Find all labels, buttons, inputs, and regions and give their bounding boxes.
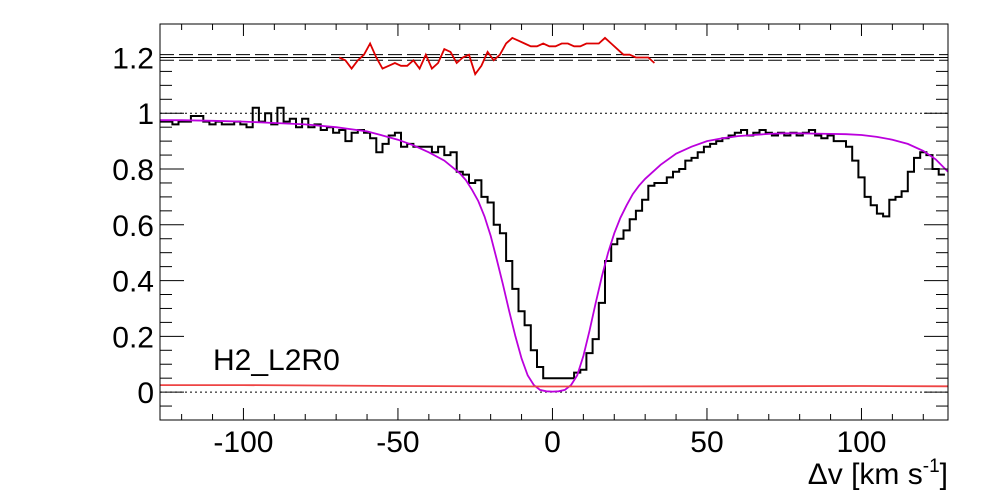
x-tick-label: 0 (544, 426, 561, 459)
reference-lines (160, 54, 948, 393)
series-residuals (338, 36, 656, 77)
y-tick-label: 1 (137, 98, 154, 131)
plot-frame (159, 23, 949, 421)
x-tick-label: -50 (376, 426, 419, 459)
y-tick-label: 0 (137, 377, 154, 410)
y-tick-label: 0.4 (112, 266, 154, 299)
transition-label: H2_L2R0 (213, 344, 340, 377)
y-tick-label: 1.2 (112, 42, 154, 75)
x-axis-title-end: ] (940, 458, 948, 491)
series-error-level (160, 384, 949, 388)
x-axis-title-exponent: -1 (923, 456, 940, 477)
x-tick-labels: -100 -50 0 50 100 (213, 426, 886, 459)
series-spectrum (160, 106, 945, 380)
y-tick-label: 0.2 (112, 321, 154, 354)
axis-ticks (160, 24, 948, 421)
data-series (160, 36, 949, 393)
y-tick-label: 0.8 (112, 154, 154, 187)
series-model-fit (160, 119, 949, 393)
x-tick-label: -100 (213, 426, 273, 459)
x-axis-title-main: Δv [km s (808, 458, 923, 491)
x-tick-label: 50 (690, 426, 723, 459)
x-tick-label: 100 (836, 426, 886, 459)
x-axis-title: Δv [km s-1] (808, 456, 948, 491)
y-tick-labels: 0 0.2 0.4 0.6 0.8 1 1.2 (112, 42, 154, 410)
y-tick-label: 0.6 (112, 210, 154, 243)
